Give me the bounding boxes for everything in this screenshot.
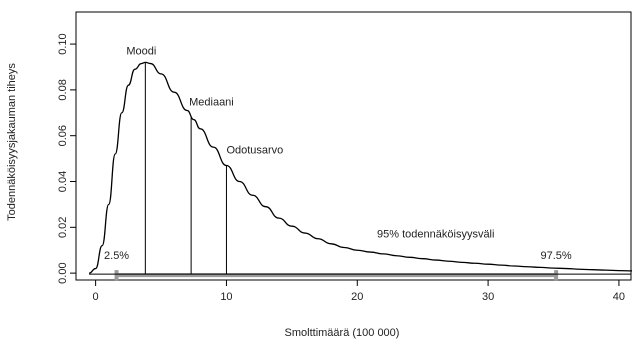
mediaani-label: Mediaani	[189, 96, 234, 108]
odotusarvo-label: Odotusarvo	[226, 144, 283, 156]
x-axis-title: Smolttimäärä (100 000)	[285, 327, 400, 339]
plot-frame	[75, 11, 632, 281]
interval-upper-label: 97.5%	[541, 250, 572, 262]
x-tick-label-10: 10	[220, 291, 232, 303]
x-tick-label-0: 0	[93, 291, 99, 303]
density-curve	[88, 61, 632, 274]
y-tick-label-2: 0.04	[57, 171, 69, 192]
x-tick-label-40: 40	[613, 291, 625, 303]
interval-title: 95% todennäköisyysväli	[377, 229, 494, 241]
x-tick-label-30: 30	[482, 291, 494, 303]
statistic-markers: Moodi Mediaani Odotusarvo	[126, 45, 283, 275]
y-tick-label-5: 0.10	[57, 33, 69, 54]
moodi-label: Moodi	[126, 45, 156, 57]
probability-interval: 2.5% 97.5% 95% todennäköisyysväli	[89, 229, 631, 281]
y-axis-title: Todennäköisyysjakauman tiheys	[6, 63, 18, 221]
y-tick-label-0: 0.00	[57, 262, 69, 283]
interval-lower-label: 2.5%	[104, 250, 129, 262]
interval-upper-cap	[554, 270, 559, 281]
density-curve-group	[88, 61, 632, 274]
y-tick-label-4: 0.08	[57, 79, 69, 100]
interval-lower-cap	[114, 270, 119, 281]
axes: 0 10 20 30 40 0.00 0.02 0.04 0.06 0.08 0.10	[57, 11, 632, 303]
y-tick-label-3: 0.06	[57, 125, 69, 146]
x-tick-label-20: 20	[351, 291, 363, 303]
y-tick-label-1: 0.02	[57, 217, 69, 238]
